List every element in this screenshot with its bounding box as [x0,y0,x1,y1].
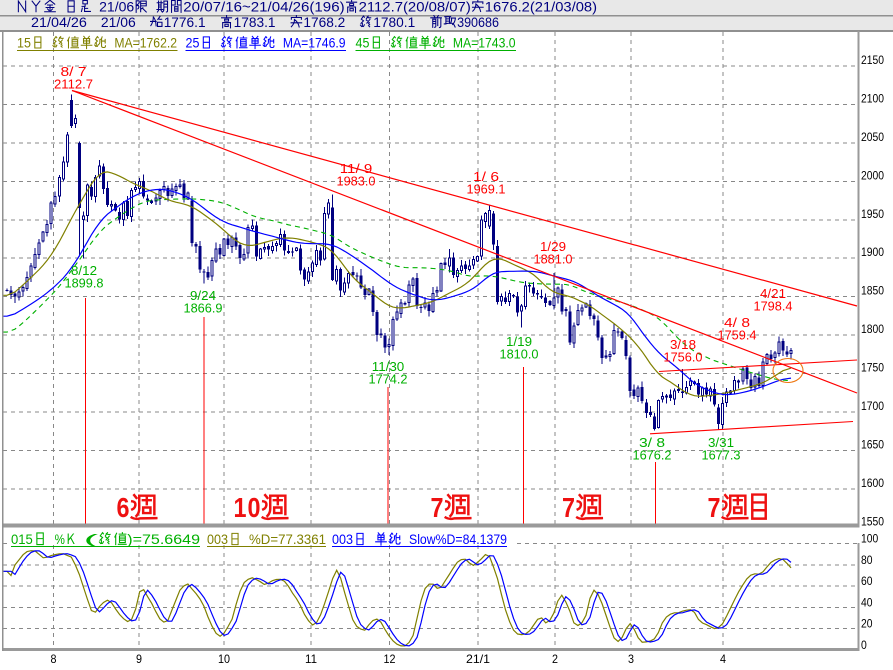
svg-text:20: 20 [861,619,873,631]
svg-text:7: 7 [562,492,575,523]
svg-text:%Ｋ: %Ｋ [55,531,77,547]
svg-text:3/ 8: 3/ 8 [639,435,665,450]
svg-text:11/ 9: 11/ 9 [340,161,373,176]
svg-text:1850: 1850 [861,286,884,298]
svg-text:1676.2(21/03/08): 1676.2(21/03/08) [485,0,597,15]
svg-text:MA=1743.0: MA=1743.0 [453,35,516,51]
svg-text:1/19: 1/19 [506,334,532,349]
svg-text:(: ( [84,531,100,547]
svg-text:0: 0 [861,640,867,652]
svg-text:1700: 1700 [861,401,884,413]
svg-text:100: 100 [861,534,878,546]
svg-text:1899.8: 1899.8 [65,276,104,291]
svg-text:1774.2: 1774.2 [369,372,408,387]
svg-text:21/04/26: 21/04/26 [31,14,87,30]
svg-text:390686: 390686 [457,14,499,30]
svg-text:003: 003 [207,531,228,547]
svg-text:1756.0: 1756.0 [664,350,703,365]
svg-text:1759.4: 1759.4 [718,328,757,343]
svg-text:1650: 1650 [861,439,884,451]
svg-text:1/29: 1/29 [540,239,566,254]
svg-text:1/ 6: 1/ 6 [473,169,499,184]
svg-text:8/ 7: 8/ 7 [61,64,87,79]
svg-text:15: 15 [17,35,31,51]
svg-text:8/12: 8/12 [71,263,97,278]
svg-text:3: 3 [628,652,634,666]
svg-text:3/18: 3/18 [670,337,696,352]
svg-text:4/ 8: 4/ 8 [724,315,750,330]
svg-text:60: 60 [861,576,873,588]
svg-text:Slow%D=84.1379: Slow%D=84.1379 [409,531,507,547]
svg-text:1950: 1950 [861,209,884,221]
svg-text:1776.1: 1776.1 [164,14,206,30]
svg-text:MA=1746.9: MA=1746.9 [283,35,346,51]
svg-text:1881.0: 1881.0 [534,252,573,267]
svg-text:1600: 1600 [861,478,884,490]
svg-text:2150: 2150 [861,55,884,67]
svg-text:9/24: 9/24 [190,288,216,303]
svg-text:MA=1762.2: MA=1762.2 [114,35,177,51]
svg-text:6: 6 [117,492,130,523]
svg-text:1983.0: 1983.0 [337,174,376,189]
svg-text:12: 12 [384,652,396,666]
svg-text:25: 25 [186,35,200,51]
svg-text:%D=77.3361: %D=77.3361 [249,531,326,547]
svg-text:21/06: 21/06 [101,14,136,30]
svg-text:10: 10 [218,652,230,666]
svg-text:1969.1: 1969.1 [467,182,506,197]
svg-text:4: 4 [720,652,726,666]
svg-text:2000: 2000 [861,170,884,182]
svg-text:2112.7(20/08/07): 2112.7(20/08/07) [359,0,471,15]
svg-text:2: 2 [552,652,558,666]
svg-text:80: 80 [861,555,873,567]
svg-text:3/31: 3/31 [708,435,734,450]
svg-text:015: 015 [11,531,33,547]
svg-text:8: 8 [51,652,57,666]
svg-text:1677.3: 1677.3 [702,448,741,463]
svg-text:1866.9: 1866.9 [184,301,223,316]
svg-text:20/07/16~21/04/26(196): 20/07/16~21/04/26(196) [183,0,344,15]
svg-text:1798.4: 1798.4 [754,299,793,314]
svg-text:1676.2: 1676.2 [633,448,672,463]
svg-text:21/06: 21/06 [99,0,134,15]
svg-text:4/21: 4/21 [760,286,786,301]
svg-text:1783.1: 1783.1 [234,14,276,30]
svg-text:2112.7: 2112.7 [54,77,93,92]
svg-text:9: 9 [136,652,142,666]
svg-text:1550: 1550 [861,516,884,528]
svg-text:11: 11 [305,652,317,666]
svg-text:1780.1: 1780.1 [373,14,415,30]
svg-text:1: 1 [234,492,247,523]
svg-text:1800: 1800 [861,324,884,336]
svg-text:0: 0 [248,492,261,523]
svg-text:1900: 1900 [861,247,884,259]
svg-text:2050: 2050 [861,132,884,144]
svg-text:1750: 1750 [861,363,884,375]
svg-text:2100: 2100 [861,93,884,105]
svg-text:)=75.6649: )=75.6649 [127,531,200,547]
svg-text:21/1: 21/1 [466,652,490,666]
svg-text:11/30: 11/30 [372,359,405,374]
svg-text:45: 45 [356,35,370,51]
svg-text:003: 003 [332,531,353,547]
svg-text:7: 7 [708,492,721,523]
svg-text:40: 40 [861,597,873,609]
svg-text:7: 7 [431,492,444,523]
svg-text:1768.2: 1768.2 [303,14,345,30]
svg-text:1810.0: 1810.0 [500,347,539,362]
